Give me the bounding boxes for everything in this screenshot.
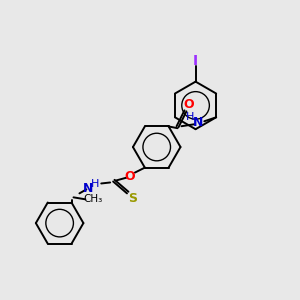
Text: N: N — [83, 182, 94, 195]
Text: O: O — [183, 98, 194, 111]
Text: CH₃: CH₃ — [84, 194, 103, 204]
Text: S: S — [128, 192, 137, 205]
Text: H: H — [91, 179, 100, 190]
Text: H: H — [186, 112, 195, 122]
Text: O: O — [125, 170, 135, 183]
Text: N: N — [193, 116, 203, 129]
Text: I: I — [193, 54, 198, 68]
